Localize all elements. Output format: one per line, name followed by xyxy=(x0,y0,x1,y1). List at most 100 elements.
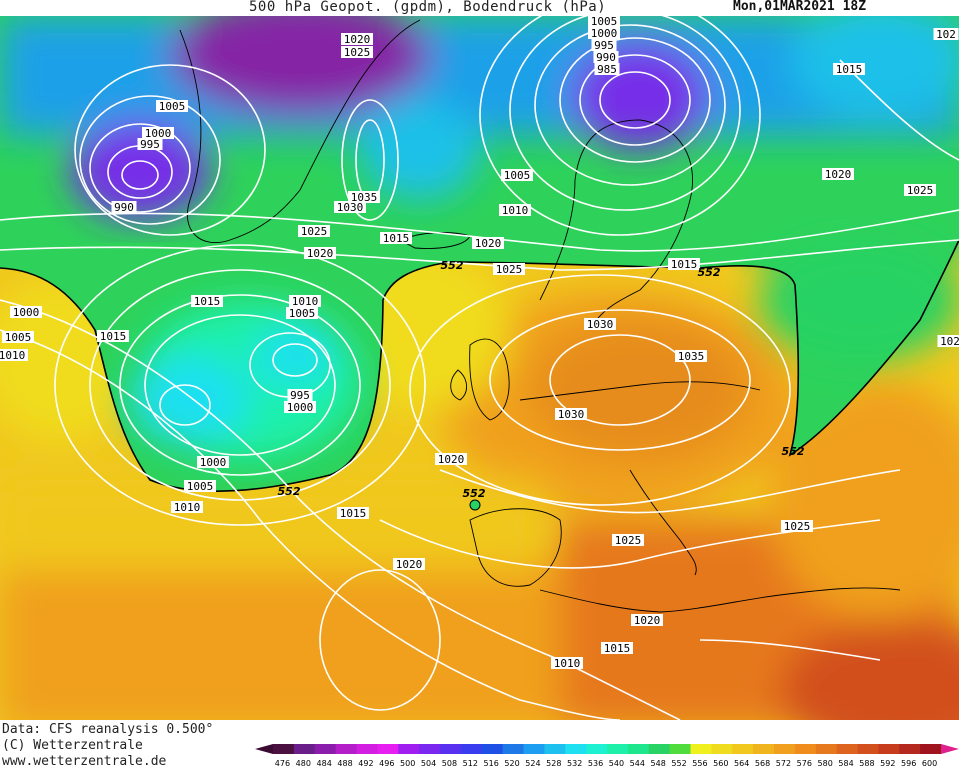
legend-arrow-left xyxy=(255,744,273,754)
legend-swatch xyxy=(753,744,775,754)
isobar-label: 995 xyxy=(137,138,163,151)
svg-text:1005: 1005 xyxy=(289,307,316,320)
svg-text:1000: 1000 xyxy=(287,401,314,414)
geopot-label: 552 xyxy=(463,487,486,500)
legend-swatch xyxy=(836,744,858,754)
legend-value: 476 xyxy=(275,759,290,768)
svg-text:1015: 1015 xyxy=(836,63,863,76)
isobar-label: 1020 xyxy=(631,614,663,627)
legend-swatch xyxy=(523,744,545,754)
legend-swatch xyxy=(815,744,838,754)
svg-text:995: 995 xyxy=(594,39,614,52)
legend-value: 584 xyxy=(838,759,853,768)
legend-value: 532 xyxy=(567,759,582,768)
geopot-label: 552 xyxy=(441,259,464,272)
isobar-label: 1000 xyxy=(197,456,229,469)
isobar-label: 1000 xyxy=(142,127,174,140)
legend-swatch xyxy=(335,744,357,754)
svg-text:1035: 1035 xyxy=(351,191,378,204)
footer: Data: CFS reanalysis 0.500° (C) Wetterze… xyxy=(0,720,959,770)
svg-text:102: 102 xyxy=(940,335,959,348)
legend-value: 560 xyxy=(713,759,728,768)
isobar-label: 1005 xyxy=(588,16,620,28)
geopot-labels: 552 552 552 552 552 xyxy=(278,259,805,500)
svg-text:1020: 1020 xyxy=(475,237,502,250)
isobar-label: 1005 xyxy=(501,169,533,182)
svg-text:1015: 1015 xyxy=(340,507,367,520)
legend-swatch xyxy=(669,744,691,754)
svg-text:990: 990 xyxy=(114,201,134,214)
isobar-label: 1010 xyxy=(0,349,28,362)
legend-swatch xyxy=(690,744,712,754)
legend-swatch xyxy=(314,744,337,754)
svg-text:1020: 1020 xyxy=(344,33,371,46)
isobar-label: 1005 xyxy=(2,331,34,344)
isobar-label: 1020 xyxy=(435,453,467,466)
legend-swatch xyxy=(544,744,566,754)
geopot-label: 552 xyxy=(782,445,805,458)
svg-text:1005: 1005 xyxy=(5,331,32,344)
legend-swatch xyxy=(920,744,942,754)
legend-value: 580 xyxy=(818,759,833,768)
isobar-label: 1020 xyxy=(304,247,336,260)
isobar-label: 1005 xyxy=(184,480,216,493)
svg-text:102: 102 xyxy=(936,28,956,41)
isobar-label: 1020 xyxy=(341,33,373,46)
svg-text:1025: 1025 xyxy=(344,46,371,59)
isobar-label: 1030 xyxy=(555,408,587,421)
isobar-label: 1035 xyxy=(675,350,707,363)
svg-text:1020: 1020 xyxy=(307,247,334,260)
isobar-label: 1020 xyxy=(393,558,425,571)
svg-text:995: 995 xyxy=(140,138,160,151)
header: 500 hPa Geopot. (gpdm), Bodendruck (hPa)… xyxy=(0,0,959,20)
legend-swatch xyxy=(857,744,879,754)
legend-value: 568 xyxy=(755,759,770,768)
copyright-credit: (C) Wetterzentrale xyxy=(2,738,143,753)
isobar-label: 1030 xyxy=(334,201,366,214)
legend-value: 596 xyxy=(901,759,916,768)
svg-text:1000: 1000 xyxy=(591,27,618,40)
svg-text:1015: 1015 xyxy=(671,258,698,271)
svg-text:1005: 1005 xyxy=(159,100,186,113)
isobar-label: 1015 xyxy=(668,258,700,271)
isobar-label: 1015 xyxy=(191,295,223,308)
svg-text:1000: 1000 xyxy=(200,456,227,469)
legend-swatch xyxy=(607,744,629,754)
legend-value: 496 xyxy=(379,759,394,768)
legend-value: 512 xyxy=(463,759,478,768)
legend-swatch xyxy=(419,744,441,754)
svg-text:1025: 1025 xyxy=(496,263,523,276)
svg-text:1010: 1010 xyxy=(174,501,201,514)
isobar-label: 1035 xyxy=(348,191,380,204)
svg-text:1030: 1030 xyxy=(337,201,364,214)
website-credit: www.wetterzentrale.de xyxy=(2,754,167,769)
legend-value: 516 xyxy=(484,759,499,768)
legend-value: 504 xyxy=(421,759,436,768)
isobar-label: 1015 xyxy=(601,642,633,655)
svg-text:1035: 1035 xyxy=(678,350,705,363)
svg-text:990: 990 xyxy=(596,51,616,64)
legend-swatch xyxy=(732,744,754,754)
legend-swatch xyxy=(586,744,608,754)
legend-swatch xyxy=(356,744,378,754)
legend-value: 544 xyxy=(630,759,645,768)
legend-swatch xyxy=(878,744,900,754)
isobar-label: 1020 xyxy=(822,168,854,181)
legend-arrow-right xyxy=(941,744,959,754)
svg-text:1010: 1010 xyxy=(502,204,529,217)
isobar-label: 102 xyxy=(933,28,959,41)
legend-value: 520 xyxy=(504,759,519,768)
legend-swatch xyxy=(481,744,504,754)
isobar-label: 1015 xyxy=(97,330,129,343)
isobar-label: 1025 xyxy=(781,520,813,533)
legend-value: 524 xyxy=(525,759,540,768)
svg-text:995: 995 xyxy=(290,389,310,402)
svg-text:1020: 1020 xyxy=(438,453,465,466)
isobar-label: 1000 xyxy=(10,306,42,319)
isobar-label: 990 xyxy=(593,51,619,64)
isobar-label: 1025 xyxy=(341,46,373,59)
svg-text:1030: 1030 xyxy=(587,318,614,331)
isobar-label: 1025 xyxy=(612,534,644,547)
color-legend: 476 480 484 488 492 496 500 504 508 512 516 520 524 5… xyxy=(255,744,959,768)
svg-text:1020: 1020 xyxy=(634,614,661,627)
